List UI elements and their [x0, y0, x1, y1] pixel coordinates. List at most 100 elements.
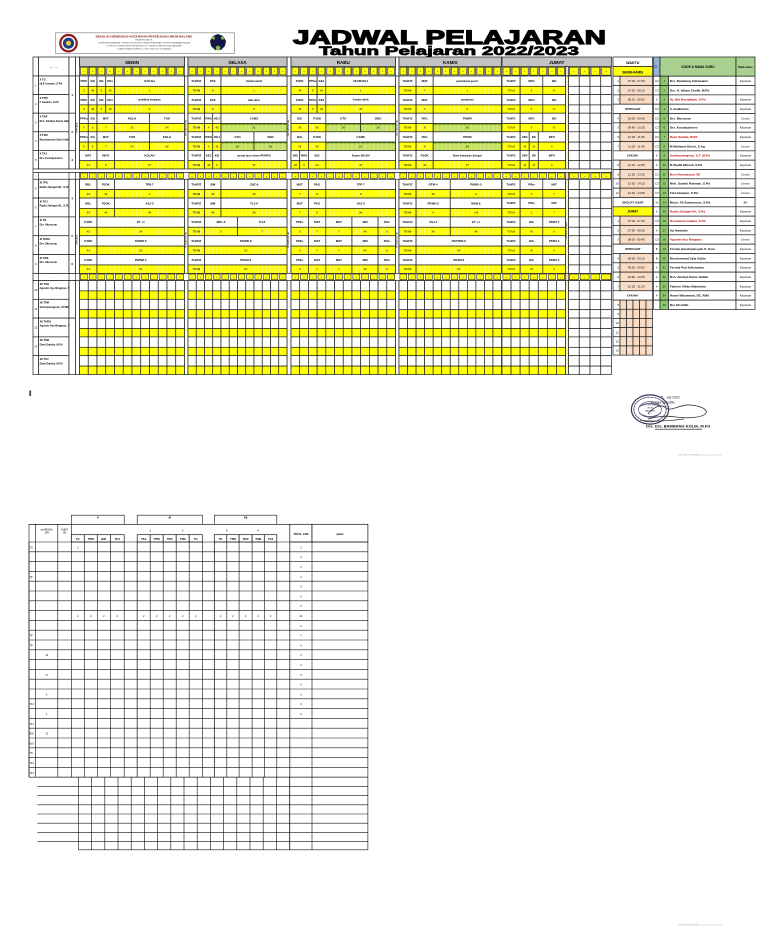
svg-text:Umum: Umum: [741, 182, 750, 186]
svg-text:TAHFIZ: TAHFIZ: [191, 201, 201, 205]
svg-text:-: -: [420, 275, 421, 279]
svg-text:PAS: PAS: [210, 98, 216, 102]
svg-text:PJOK: PJOK: [102, 201, 111, 205]
svg-text:KODE & NAMA GURU: KODE & NAMA GURU: [682, 65, 716, 69]
svg-text:C3: C3: [655, 135, 659, 139]
svg-text:UPACARA: UPACARA: [76, 122, 79, 133]
svg-text:PPkn: PPkn: [309, 79, 316, 83]
svg-text:43: 43: [320, 88, 323, 92]
svg-text:TKJ: TKJ: [141, 537, 147, 541]
svg-text:Kejuruan: Kejuruan: [740, 210, 752, 214]
svg-text:SHOLAT DHUHA: SHOLAT DHUHA: [287, 120, 290, 136]
svg-text:Gambar teknik: Gambar teknik: [246, 80, 263, 83]
svg-text:Kejuruan: Kejuruan: [740, 228, 752, 232]
svg-text:-: -: [454, 275, 455, 279]
svg-text:42: 42: [104, 211, 107, 215]
svg-text:SIM: SIM: [210, 201, 216, 205]
svg-text:XII TGB: XII TGB: [40, 282, 49, 286]
svg-text:SIM: SIM: [210, 182, 216, 186]
svg-text:TOO: TOO: [129, 135, 136, 139]
svg-text:OBO: OBO: [267, 135, 274, 139]
svg-text:47: 47: [253, 163, 256, 167]
svg-text:-: -: [208, 275, 209, 279]
svg-text:24: 24: [457, 248, 460, 252]
svg-text:A: A: [656, 154, 658, 158]
svg-text:-: -: [347, 174, 348, 178]
svg-text:-: -: [462, 70, 463, 74]
svg-text:MAT: MAT: [314, 258, 320, 262]
svg-text:-: -: [584, 70, 585, 74]
svg-text:SENIN: SENIN: [125, 60, 139, 65]
svg-text:PAG: PAG: [384, 239, 391, 243]
svg-text:PWU: PWU: [205, 135, 212, 139]
svg-text:SEKOLAH MENENGAH KEJURUAN PEKE: SEKOLAH MENENGAH KEJURUAN PEKERJAAN UMUM…: [96, 34, 194, 38]
svg-text:MAT: MAT: [85, 154, 91, 158]
svg-text:TEAM: TEAM: [404, 88, 412, 92]
svg-text:-: -: [551, 174, 552, 178]
svg-text:12: 12: [34, 326, 38, 330]
svg-text:-: -: [282, 275, 283, 279]
svg-text:43: 43: [109, 88, 112, 92]
svg-text:46: 46: [432, 192, 435, 196]
svg-text:-: -: [180, 70, 181, 74]
svg-text:TPM: TPM: [88, 537, 95, 541]
svg-text:47: 47: [148, 163, 151, 167]
svg-text:-: -: [454, 174, 455, 178]
svg-text:TAHFIZ: TAHFIZ: [507, 116, 516, 120]
svg-text:-: -: [330, 174, 331, 178]
svg-text:-: -: [282, 174, 283, 178]
svg-text:TP: TP: [30, 635, 33, 638]
svg-text:-: -: [266, 275, 267, 279]
svg-text:C2: C2: [655, 79, 659, 83]
svg-text:15: 15: [663, 210, 666, 214]
svg-text:-: -: [225, 174, 226, 178]
svg-text:23: 23: [244, 248, 247, 252]
svg-text:-: -: [225, 70, 226, 74]
svg-text:A: A: [656, 275, 658, 279]
svg-text:-: -: [584, 275, 585, 279]
svg-text:-: -: [266, 70, 267, 74]
svg-text:TEAM: TEAM: [507, 163, 515, 167]
svg-text:OTOMOTIF / TEKNIK BISNIS SEPED: OTOMOTIF / TEKNIK BISNIS SEPEDA MOTOR / …: [107, 44, 183, 47]
svg-text:Drs. Kusdayantoro: Drs. Kusdayantoro: [670, 126, 698, 130]
svg-text:SELASA: SELASA: [228, 60, 247, 65]
svg-text:TEAM: TEAM: [404, 230, 412, 234]
svg-text:TEAM: TEAM: [404, 267, 412, 271]
svg-text:BD: BD: [532, 154, 536, 158]
svg-text:PJOK: PJOK: [296, 79, 305, 83]
svg-text:C3: C3: [655, 172, 659, 176]
svg-text:-: -: [330, 70, 331, 74]
svg-text:42: 42: [298, 88, 301, 92]
svg-text:MAT: MAT: [336, 220, 342, 224]
svg-text:TEAM: TEAM: [192, 267, 200, 271]
svg-text:BIG: BIG: [529, 220, 534, 224]
svg-text:-: -: [192, 70, 193, 74]
svg-text:43: 43: [91, 88, 94, 92]
svg-text:-: -: [411, 70, 412, 74]
svg-text:14.15 - 14.55: 14.15 - 14.55: [628, 191, 645, 195]
svg-text:-: -: [382, 70, 383, 74]
svg-text:22: 22: [663, 275, 666, 279]
svg-text:XI TPG: XI TPG: [40, 181, 49, 185]
svg-text:09.05 - 09.45: 09.05 - 09.45: [628, 116, 645, 120]
svg-text:20: 20: [663, 256, 666, 260]
svg-text:-: -: [551, 275, 552, 279]
svg-text:-: -: [145, 275, 146, 279]
svg-text:-: -: [274, 70, 275, 74]
svg-text:-: -: [216, 174, 217, 178]
svg-text:42: 42: [298, 107, 301, 111]
svg-text:B: B: [656, 256, 658, 260]
svg-text:Romadona Adiana, S.Pd: Romadona Adiana, S.Pd: [670, 219, 706, 223]
svg-text:-: -: [192, 275, 193, 279]
svg-text:17: 17: [663, 228, 666, 232]
svg-text:Tahun Pelajaran 2022/2023: Tahun Pelajaran 2022/2023: [319, 44, 580, 58]
svg-text:26: 26: [253, 211, 256, 215]
svg-text:TEAM: TEAM: [192, 211, 200, 215]
svg-text:09.15 - 09.50: 09.15 - 09.50: [628, 266, 645, 270]
svg-text:PAG: PAG: [384, 220, 391, 224]
svg-text:PPkn: PPkn: [296, 258, 303, 262]
svg-text:KKx: KKx: [107, 98, 113, 102]
svg-text:-: -: [35, 275, 36, 279]
svg-text:-: -: [53, 275, 54, 279]
svg-text:TAHFIZ: TAHFIZ: [403, 98, 413, 102]
